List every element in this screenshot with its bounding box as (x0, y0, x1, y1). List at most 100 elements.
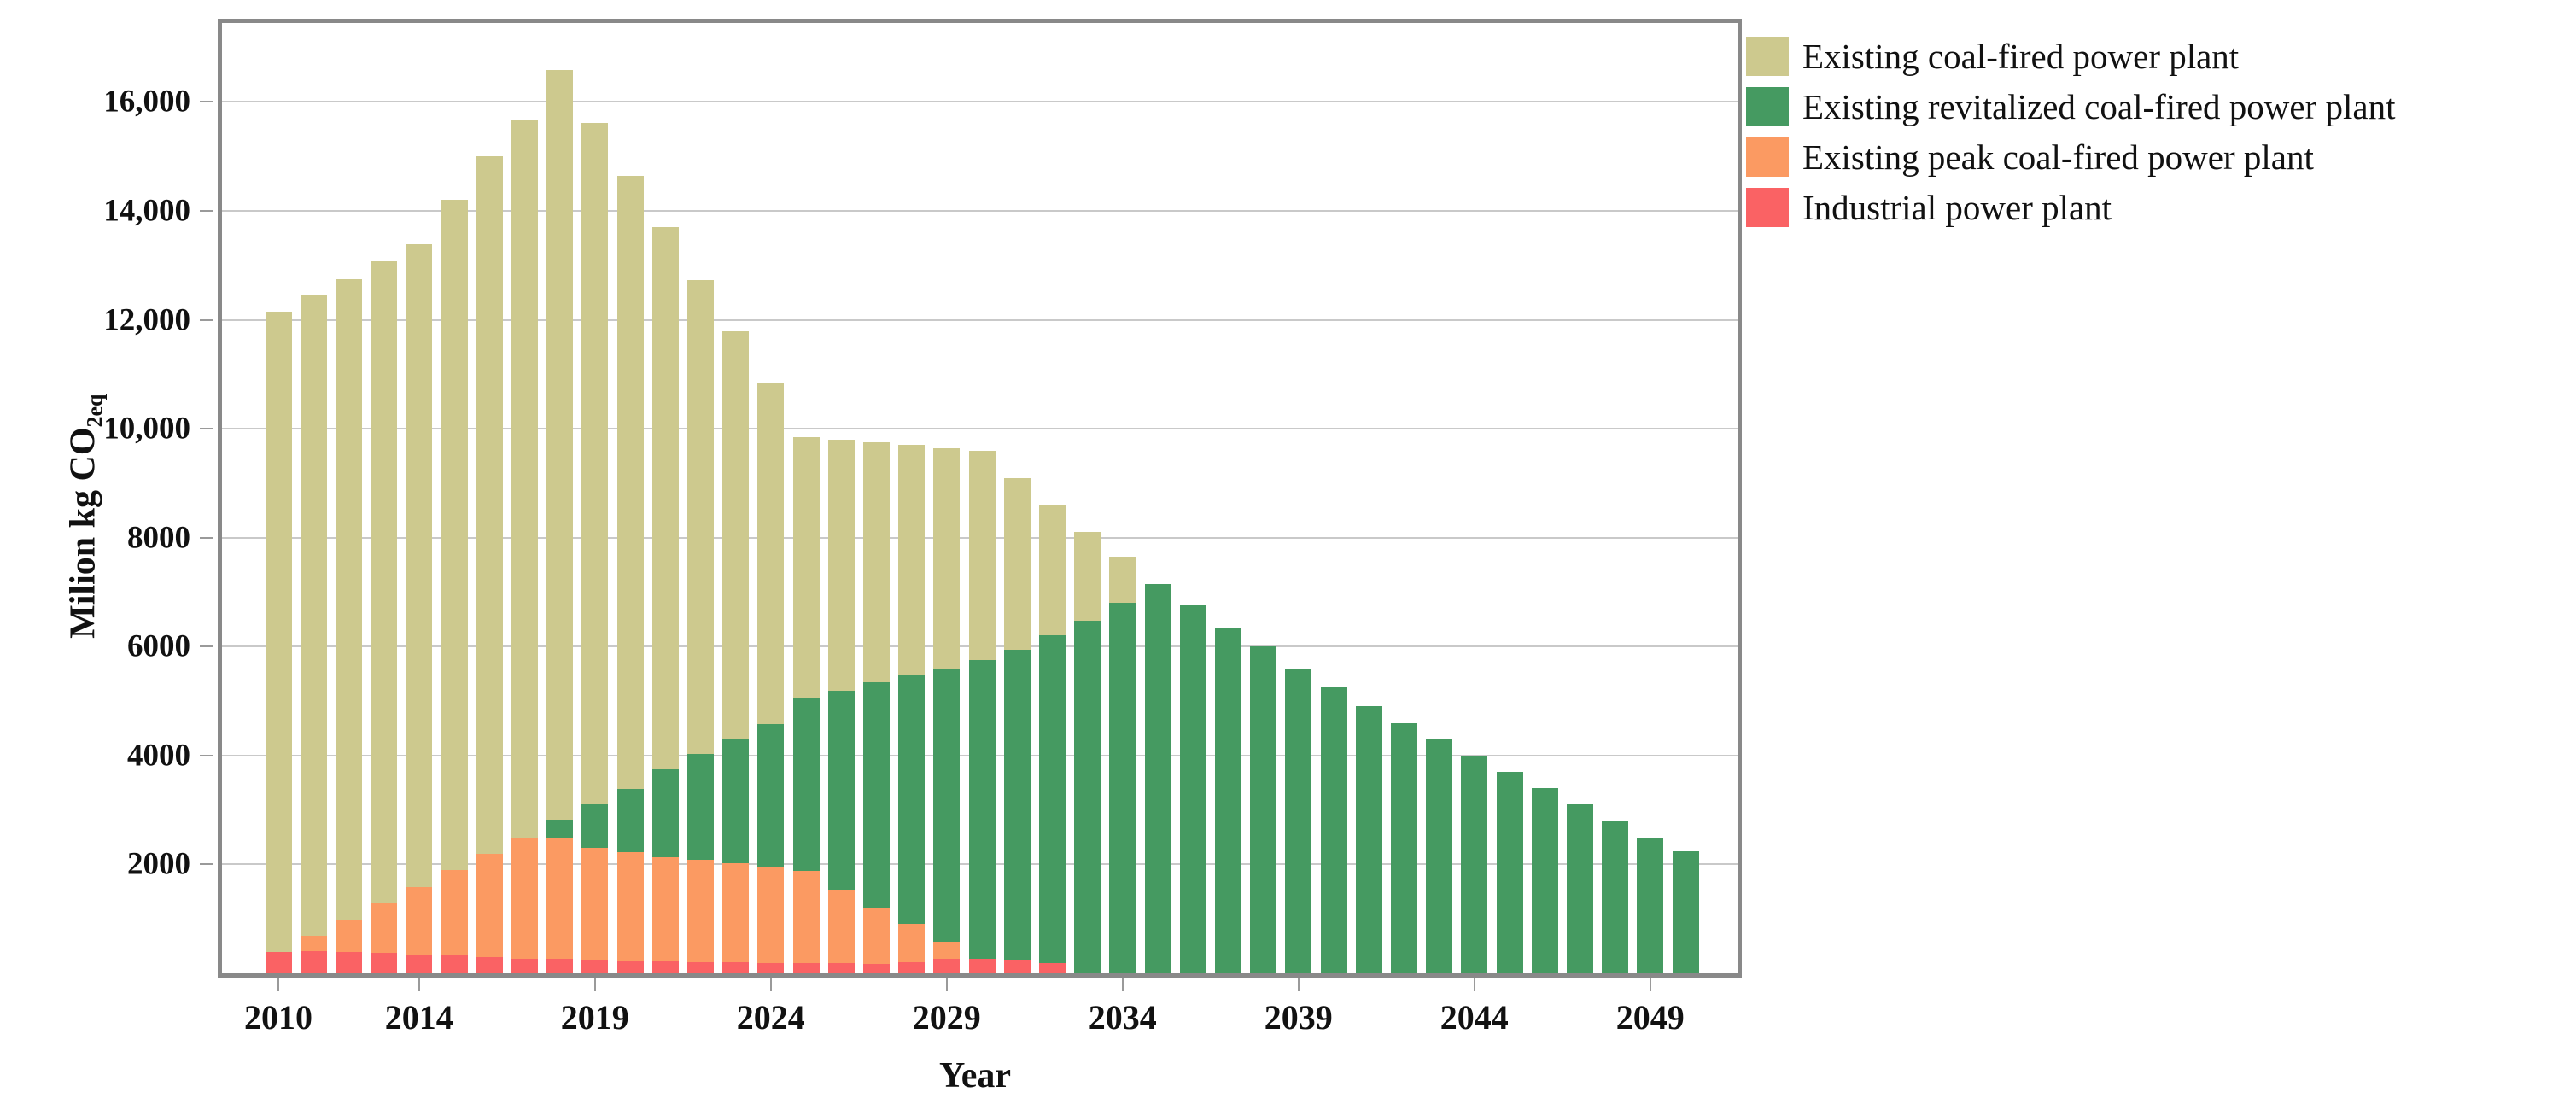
segment-industrial-power-plant (722, 962, 750, 973)
legend-swatch-icon (1746, 86, 1789, 126)
bar-2022 (686, 280, 714, 973)
segment-industrial-power-plant (757, 962, 785, 973)
segment-existing-coal-fired-power-plant (581, 123, 609, 805)
segment-existing-revitalized-coal-fired-power-plant (1461, 755, 1488, 973)
legend-swatch-icon (1746, 187, 1789, 227)
segment-existing-peak-coal-fired-power-plant (476, 853, 503, 957)
bar-2050 (1672, 850, 1699, 973)
bar-2030 (968, 451, 996, 973)
segment-existing-coal-fired-power-plant (441, 200, 468, 870)
bar-2015 (441, 200, 468, 973)
bar-2049 (1637, 837, 1664, 973)
segment-existing-peak-coal-fired-power-plant (511, 838, 538, 959)
bar-2014 (406, 243, 433, 974)
segment-existing-peak-coal-fired-power-plant (757, 867, 785, 963)
x-tick-label-2039: 2039 (1264, 998, 1333, 1037)
segment-existing-coal-fired-power-plant (476, 156, 503, 854)
bar-2018 (546, 69, 574, 973)
segment-existing-peak-coal-fired-power-plant (581, 847, 609, 961)
segment-industrial-power-plant (651, 961, 679, 973)
segment-existing-revitalized-coal-fired-power-plant (792, 698, 820, 872)
segment-existing-revitalized-coal-fired-power-plant (1602, 821, 1629, 973)
bar-2048 (1602, 821, 1629, 973)
y-tick-label-12000: 12,000 (103, 302, 190, 338)
x-tick-2034 (1121, 978, 1124, 991)
segment-industrial-power-plant (792, 962, 820, 973)
x-tick-2029 (945, 978, 948, 991)
legend-label: Existing peak coal-fired power plant (1802, 137, 2314, 177)
segment-industrial-power-plant (335, 952, 362, 973)
segment-industrial-power-plant (686, 961, 714, 973)
segment-industrial-power-plant (441, 955, 468, 973)
segment-existing-coal-fired-power-plant (651, 226, 679, 770)
plot-area (218, 19, 1742, 978)
segment-industrial-power-plant (616, 960, 644, 973)
bar-2037 (1214, 627, 1241, 973)
segment-existing-coal-fired-power-plant (1109, 557, 1136, 603)
segment-existing-coal-fired-power-plant (722, 331, 750, 740)
segment-industrial-power-plant (968, 959, 996, 973)
x-tick-2010 (277, 978, 279, 991)
segment-existing-revitalized-coal-fired-power-plant (968, 660, 996, 960)
segment-existing-coal-fired-power-plant (335, 278, 362, 920)
segment-existing-peak-coal-fired-power-plant (616, 852, 644, 961)
y-tick-4000 (200, 754, 213, 756)
segment-existing-coal-fired-power-plant (862, 442, 890, 683)
segment-existing-peak-coal-fired-power-plant (441, 869, 468, 955)
segment-existing-coal-fired-power-plant (511, 119, 538, 838)
gridline-16000 (222, 101, 1738, 103)
segment-existing-coal-fired-power-plant (968, 451, 996, 661)
segment-existing-coal-fired-power-plant (406, 243, 433, 887)
legend-swatch-icon (1746, 36, 1789, 76)
segment-existing-revitalized-coal-fired-power-plant (1426, 739, 1453, 973)
segment-existing-coal-fired-power-plant (371, 260, 398, 904)
segment-industrial-power-plant (546, 959, 574, 973)
y-tick-6000 (200, 645, 213, 648)
y-tick-label-8000: 8000 (127, 520, 190, 556)
y-axis-title: Milion kg CO2eq (62, 303, 108, 730)
x-tick-label-2029: 2029 (912, 998, 981, 1037)
bar-2044 (1461, 755, 1488, 973)
bar-2010 (265, 312, 292, 973)
bar-2040 (1320, 687, 1347, 973)
segment-existing-revitalized-coal-fired-power-plant (1285, 668, 1312, 973)
segment-existing-coal-fired-power-plant (1074, 532, 1101, 622)
bar-2036 (1179, 605, 1206, 973)
legend-item-3: Industrial power plant (1746, 182, 2395, 232)
x-tick-label-2010: 2010 (244, 998, 313, 1037)
x-tick-2014 (418, 978, 420, 991)
segment-existing-coal-fired-power-plant (1003, 477, 1031, 651)
segment-existing-revitalized-coal-fired-power-plant (933, 668, 961, 942)
segment-existing-peak-coal-fired-power-plant (335, 919, 362, 953)
legend-item-0: Existing coal-fired power plant (1746, 31, 2395, 81)
segment-existing-revitalized-coal-fired-power-plant (1531, 788, 1558, 973)
bar-2013 (371, 260, 398, 973)
y-tick-label-14000: 14,000 (103, 193, 190, 229)
segment-existing-coal-fired-power-plant (616, 175, 644, 789)
segment-existing-revitalized-coal-fired-power-plant (722, 739, 750, 864)
segment-existing-peak-coal-fired-power-plant (686, 860, 714, 962)
segment-existing-revitalized-coal-fired-power-plant (686, 753, 714, 861)
segment-industrial-power-plant (476, 956, 503, 974)
y-tick-8000 (200, 536, 213, 539)
segment-existing-peak-coal-fired-power-plant (862, 908, 890, 964)
segment-existing-peak-coal-fired-power-plant (406, 886, 433, 955)
segment-existing-peak-coal-fired-power-plant (300, 935, 327, 952)
legend-label: Existing coal-fired power plant (1802, 36, 2240, 76)
segment-existing-revitalized-coal-fired-power-plant (1496, 772, 1523, 973)
bar-2021 (651, 226, 679, 973)
segment-existing-coal-fired-power-plant (792, 436, 820, 698)
segment-existing-revitalized-coal-fired-power-plant (616, 788, 644, 853)
bar-2032 (1038, 505, 1066, 973)
segment-existing-revitalized-coal-fired-power-plant (1144, 583, 1171, 973)
segment-existing-revitalized-coal-fired-power-plant (757, 723, 785, 868)
segment-industrial-power-plant (862, 963, 890, 974)
x-tick-label-2034: 2034 (1088, 998, 1157, 1037)
legend: Existing coal-fired power plant Existing … (1746, 31, 2395, 232)
segment-existing-revitalized-coal-fired-power-plant (1214, 627, 1241, 973)
legend-label: Industrial power plant (1802, 187, 2112, 227)
bar-2019 (581, 123, 609, 974)
segment-existing-revitalized-coal-fired-power-plant (581, 804, 609, 848)
bar-2028 (898, 444, 926, 973)
segment-industrial-power-plant (827, 963, 855, 973)
